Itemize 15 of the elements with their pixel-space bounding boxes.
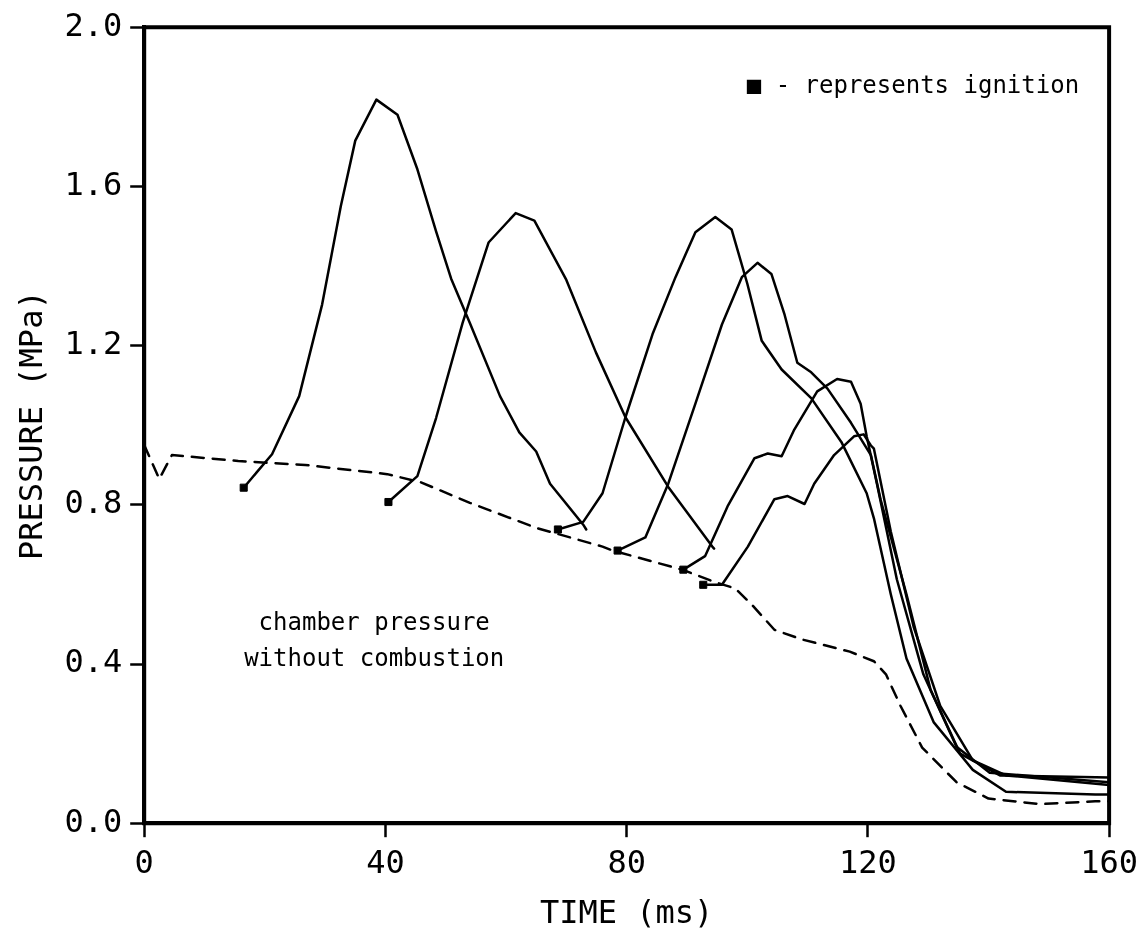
x-tick-label: 160 — [1080, 842, 1138, 881]
y-tick-label: 1.2 — [64, 323, 123, 362]
x-tick-label: 40 — [366, 842, 405, 881]
y-tick-label: 2.0 — [64, 5, 123, 44]
x-tick-label: 120 — [838, 842, 897, 881]
annotation: chamber pressure without combustion — [244, 608, 505, 673]
x-tick-label: 80 — [607, 842, 646, 881]
y-tick-label: 0.0 — [64, 801, 123, 840]
y-tick-label: 0.8 — [64, 483, 123, 522]
annotation: ■ - represents ignition — [746, 71, 1080, 100]
x-axis-title: TIME (ms) — [539, 893, 714, 932]
y-tick-label: 1.6 — [64, 164, 123, 203]
x-tick-label: 0 — [134, 842, 154, 881]
y-tick-label: 0.4 — [64, 642, 123, 681]
y-axis-title: PRESSURE (MPa) — [11, 290, 50, 561]
